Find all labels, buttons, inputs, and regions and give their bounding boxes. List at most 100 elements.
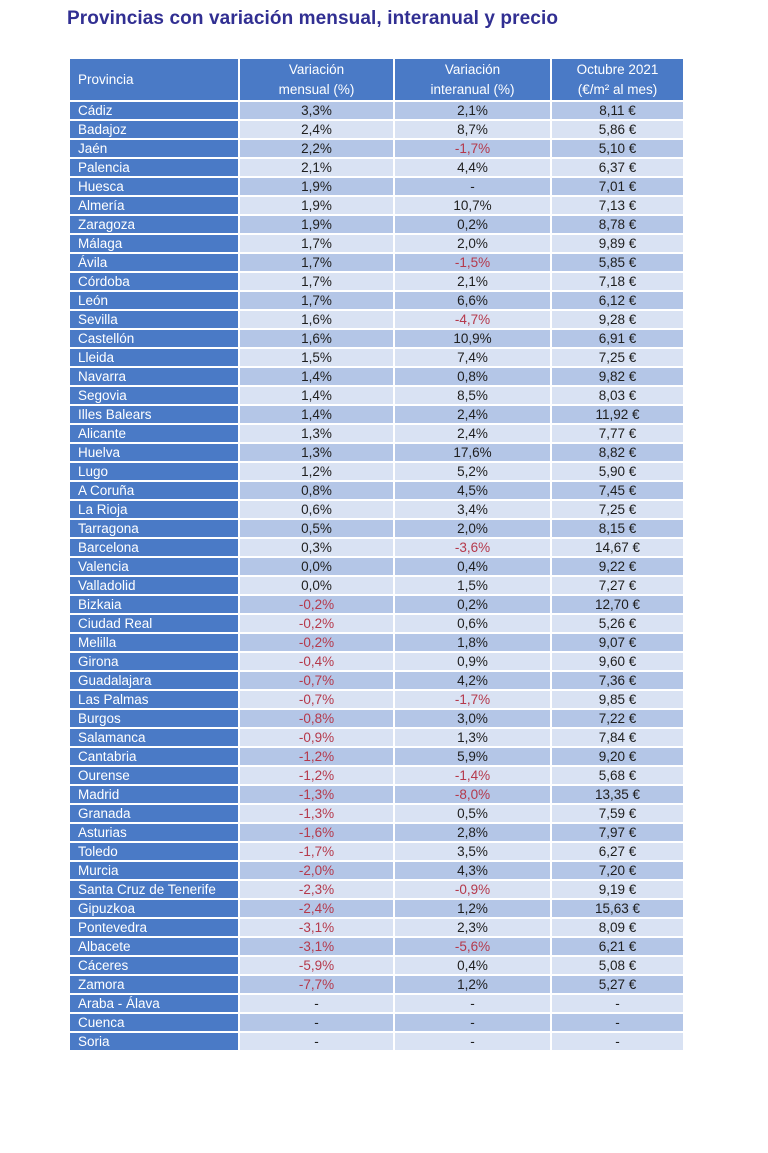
- table-row: Burgos -0,8% 3,0% 7,22 €: [68, 708, 685, 730]
- price-cell: -: [550, 1031, 685, 1053]
- monthly-variation-cell: -0,9%: [238, 727, 395, 749]
- province-name-cell: Córdoba: [68, 271, 240, 293]
- yearly-variation-cell: -5,6%: [393, 936, 552, 958]
- yearly-variation-cell: 4,2%: [393, 670, 552, 692]
- yearly-variation-cell: -1,4%: [393, 765, 552, 787]
- table-row: Valladolid 0,0% 1,5% 7,27 €: [68, 575, 685, 597]
- monthly-variation-cell: 1,3%: [238, 442, 395, 464]
- province-name-cell: Zamora: [68, 974, 240, 996]
- province-name-cell: Asturias: [68, 822, 240, 844]
- monthly-variation-cell: -2,0%: [238, 860, 395, 882]
- yearly-variation-cell: -0,9%: [393, 879, 552, 901]
- yearly-variation-cell: 0,4%: [393, 955, 552, 977]
- monthly-variation-cell: -0,8%: [238, 708, 395, 730]
- yearly-variation-cell: 2,4%: [393, 423, 552, 445]
- price-cell: 5,68 €: [550, 765, 685, 787]
- table-row: Navarra 1,4% 0,8% 9,82 €: [68, 366, 685, 388]
- yearly-variation-cell: 10,9%: [393, 328, 552, 350]
- price-cell: 11,92 €: [550, 404, 685, 426]
- price-cell: 5,86 €: [550, 119, 685, 141]
- yearly-variation-cell: 10,7%: [393, 195, 552, 217]
- monthly-variation-cell: -7,7%: [238, 974, 395, 996]
- yearly-variation-cell: 2,1%: [393, 271, 552, 293]
- province-name-cell: Lugo: [68, 461, 240, 483]
- price-cell: 7,77 €: [550, 423, 685, 445]
- table-row: Alicante 1,3% 2,4% 7,77 €: [68, 423, 685, 445]
- yearly-variation-cell: 5,9%: [393, 746, 552, 768]
- monthly-variation-cell: 1,4%: [238, 385, 395, 407]
- table-row: Lleida 1,5% 7,4% 7,25 €: [68, 347, 685, 369]
- monthly-variation-cell: 1,7%: [238, 290, 395, 312]
- monthly-variation-cell: -0,2%: [238, 632, 395, 654]
- province-name-cell: Barcelona: [68, 537, 240, 559]
- price-cell: 15,63 €: [550, 898, 685, 920]
- price-cell: 8,11 €: [550, 100, 685, 122]
- table-header: Provincia Variación mensual (%) Variació…: [68, 56, 685, 103]
- province-name-cell: Huesca: [68, 176, 240, 198]
- table-row: Cuenca - - -: [68, 1012, 685, 1034]
- monthly-variation-cell: -0,7%: [238, 670, 395, 692]
- monthly-variation-cell: -2,3%: [238, 879, 395, 901]
- yearly-variation-cell: -4,7%: [393, 309, 552, 331]
- price-cell: 7,25 €: [550, 347, 685, 369]
- yearly-variation-cell: 0,4%: [393, 556, 552, 578]
- monthly-variation-cell: -3,1%: [238, 917, 395, 939]
- price-cell: 7,01 €: [550, 176, 685, 198]
- monthly-variation-cell: 1,9%: [238, 195, 395, 217]
- price-cell: 12,70 €: [550, 594, 685, 616]
- yearly-variation-cell: -: [393, 1012, 552, 1034]
- table-row: Bizkaia -0,2% 0,2% 12,70 €: [68, 594, 685, 616]
- monthly-variation-cell: 0,5%: [238, 518, 395, 540]
- yearly-variation-cell: 2,8%: [393, 822, 552, 844]
- province-name-cell: Castellón: [68, 328, 240, 350]
- price-cell: 7,36 €: [550, 670, 685, 692]
- monthly-variation-cell: -1,6%: [238, 822, 395, 844]
- monthly-variation-cell: -: [238, 1031, 395, 1053]
- yearly-variation-cell: 0,6%: [393, 613, 552, 635]
- yearly-variation-cell: 3,0%: [393, 708, 552, 730]
- monthly-variation-cell: -0,2%: [238, 594, 395, 616]
- province-name-cell: Illes Balears: [68, 404, 240, 426]
- price-cell: 7,22 €: [550, 708, 685, 730]
- monthly-variation-cell: 1,2%: [238, 461, 395, 483]
- table-row: Badajoz 2,4% 8,7% 5,86 €: [68, 119, 685, 141]
- province-name-cell: Pontevedra: [68, 917, 240, 939]
- price-cell: 5,85 €: [550, 252, 685, 274]
- price-cell: 7,18 €: [550, 271, 685, 293]
- yearly-variation-cell: 2,0%: [393, 518, 552, 540]
- table-body: Cádiz 3,3% 2,1% 8,11 € Badajoz 2,4% 8,7% 5,86 €…: [68, 100, 685, 1053]
- province-name-cell: Valencia: [68, 556, 240, 578]
- province-name-cell: Bizkaia: [68, 594, 240, 616]
- yearly-variation-cell: 3,5%: [393, 841, 552, 863]
- table-row: A Coruña 0,8% 4,5% 7,45 €: [68, 480, 685, 502]
- price-cell: 9,07 €: [550, 632, 685, 654]
- price-cell: 6,21 €: [550, 936, 685, 958]
- monthly-variation-cell: -2,4%: [238, 898, 395, 920]
- table-row: Lugo 1,2% 5,2% 5,90 €: [68, 461, 685, 483]
- price-cell: 6,91 €: [550, 328, 685, 350]
- table-row: Huelva 1,3% 17,6% 8,82 €: [68, 442, 685, 464]
- price-cell: 7,13 €: [550, 195, 685, 217]
- table-row: Málaga 1,7% 2,0% 9,89 €: [68, 233, 685, 255]
- monthly-variation-cell: -1,2%: [238, 746, 395, 768]
- monthly-variation-cell: 1,4%: [238, 366, 395, 388]
- price-cell: 8,09 €: [550, 917, 685, 939]
- table-row: Ciudad Real -0,2% 0,6% 5,26 €: [68, 613, 685, 635]
- yearly-variation-cell: -1,5%: [393, 252, 552, 274]
- yearly-variation-cell: -1,7%: [393, 689, 552, 711]
- monthly-variation-cell: -1,2%: [238, 765, 395, 787]
- province-name-cell: Cáceres: [68, 955, 240, 977]
- monthly-variation-cell: -1,7%: [238, 841, 395, 863]
- monthly-variation-cell: 1,6%: [238, 309, 395, 331]
- table-row: Asturias -1,6% 2,8% 7,97 €: [68, 822, 685, 844]
- yearly-variation-cell: 2,1%: [393, 100, 552, 122]
- yearly-variation-cell: 0,9%: [393, 651, 552, 673]
- province-name-cell: Cuenca: [68, 1012, 240, 1034]
- table-row: Salamanca -0,9% 1,3% 7,84 €: [68, 727, 685, 749]
- province-name-cell: Albacete: [68, 936, 240, 958]
- price-cell: -: [550, 993, 685, 1015]
- monthly-variation-cell: -3,1%: [238, 936, 395, 958]
- yearly-variation-cell: 2,3%: [393, 917, 552, 939]
- province-name-cell: Ciudad Real: [68, 613, 240, 635]
- price-cell: 7,97 €: [550, 822, 685, 844]
